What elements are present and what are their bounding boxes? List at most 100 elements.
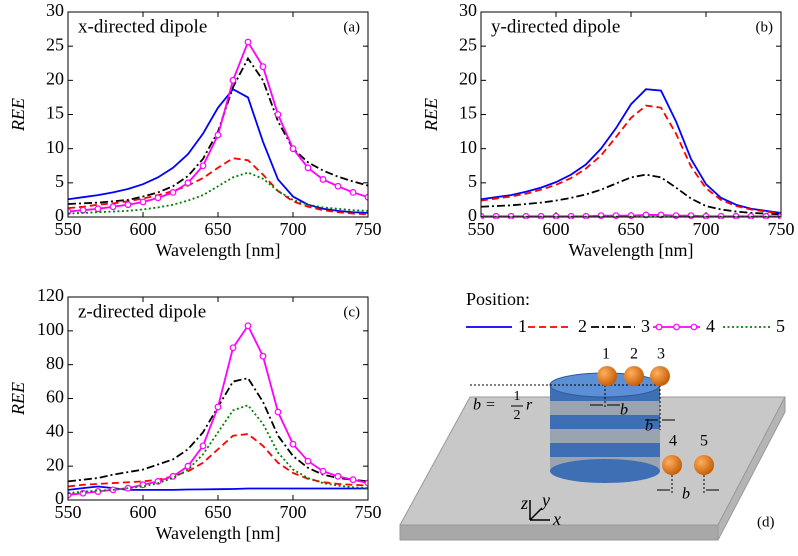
plot-area: [481, 12, 781, 217]
y-tick-label: 0: [468, 205, 477, 225]
marker: [334, 182, 342, 190]
x-tick-label: 650: [618, 219, 645, 239]
marker: [169, 188, 177, 196]
x-tick-label: 750: [355, 219, 382, 239]
axes-box: [480, 11, 782, 218]
x-tick-label: 550: [55, 502, 82, 522]
panel-label: (b): [756, 19, 774, 35]
x-tick-label: 750: [355, 502, 382, 522]
y-tick-label: 20: [46, 68, 64, 88]
y-tick-label: 20: [459, 68, 477, 88]
legend-label: 1: [518, 316, 527, 336]
x-tick-label: 550: [55, 219, 82, 239]
y-axis-label: REE: [421, 98, 441, 132]
marker: [109, 203, 117, 211]
axes-box: [67, 296, 369, 501]
y-tick-label: 0: [55, 205, 64, 225]
dipole: [624, 366, 644, 386]
marker: [124, 201, 132, 209]
formula-numerator: 1: [514, 389, 521, 404]
marker: [259, 63, 267, 71]
series-line: [68, 171, 368, 215]
y-axis-label: REE: [8, 382, 28, 416]
legend-title: Position:: [466, 289, 530, 309]
marker: [304, 457, 312, 465]
position-label: 3: [657, 346, 665, 363]
marker: [319, 176, 327, 183]
y-tick-label: 15: [46, 103, 64, 123]
x-tick-label: 650: [205, 502, 232, 522]
spacing-label: b: [620, 402, 628, 419]
marker: [289, 145, 297, 153]
substrate-side: [717, 396, 786, 541]
layer: [550, 401, 660, 415]
marker: [304, 164, 312, 172]
marker: [364, 479, 368, 487]
legend-label: 2: [578, 316, 587, 336]
layer: [550, 459, 660, 483]
series-line: [481, 88, 781, 214]
x-axis-label: Wavelength [nm]: [155, 240, 280, 260]
x-tick-label: 600: [130, 219, 157, 239]
x-tick-label: 700: [280, 502, 307, 522]
axis-label: z: [520, 493, 528, 513]
panel-label: (a): [343, 19, 360, 35]
chart-title: x-directed dipole: [78, 16, 207, 37]
formula-denominator: 2: [514, 408, 521, 423]
series-line: [68, 404, 368, 495]
marker: [229, 344, 237, 352]
axis-arrow: [529, 507, 543, 521]
chart-title: y-directed dipole: [491, 16, 620, 37]
plot: [68, 38, 368, 216]
x-tick-label: 550: [468, 219, 495, 239]
y-tick-label: 5: [468, 171, 477, 191]
y-tick-label: 30: [46, 0, 64, 20]
legend-label: 4: [706, 316, 715, 336]
marker: [672, 212, 680, 219]
series-line: [68, 157, 368, 216]
y-tick-label: 100: [37, 319, 64, 339]
position-label: 1: [602, 346, 610, 363]
plot-area: [68, 297, 368, 500]
marker: [334, 472, 342, 480]
y-tick-label: 25: [459, 34, 477, 54]
formula-lhs: b =: [473, 397, 496, 414]
marker: [244, 322, 252, 330]
position-label: 2: [630, 346, 638, 363]
y-tick-label: 0: [55, 488, 64, 508]
marker: [199, 442, 207, 450]
marker: [612, 212, 620, 219]
y-tick-label: 60: [46, 387, 64, 407]
position-label: 5: [700, 433, 708, 450]
series-line: [481, 104, 781, 215]
dipole: [662, 455, 682, 475]
layer: [550, 415, 660, 429]
spacing-label: b: [645, 418, 653, 435]
y-tick-label: 30: [459, 0, 477, 20]
y-tick-label: 80: [46, 353, 64, 373]
layer: [550, 443, 660, 457]
marker: [364, 193, 368, 201]
marker: [349, 188, 357, 196]
y-tick-label: 15: [459, 103, 477, 123]
dipole: [597, 366, 617, 386]
position-label: 4: [669, 433, 677, 450]
marker: [139, 198, 147, 206]
axis-label: x: [552, 509, 561, 529]
x-tick-label: 600: [130, 502, 157, 522]
series-line: [481, 173, 781, 216]
diagram: 1 2 3 4 5 b b b b = 1 2 r z y x (d): [399, 346, 786, 541]
legend-marker: [690, 323, 698, 331]
plot: [68, 322, 368, 499]
marker: [154, 477, 162, 485]
y-tick-label: 20: [46, 454, 64, 474]
panel-label: (d): [757, 514, 775, 530]
formula-rhs: r: [526, 397, 533, 414]
marker: [319, 467, 327, 475]
y-tick-label: 40: [46, 420, 64, 440]
y-tick-label: 10: [459, 137, 477, 157]
marker: [289, 440, 297, 448]
marker: [627, 212, 635, 219]
axes-box: [67, 11, 369, 218]
chart-title: z-directed dipole: [78, 301, 206, 322]
